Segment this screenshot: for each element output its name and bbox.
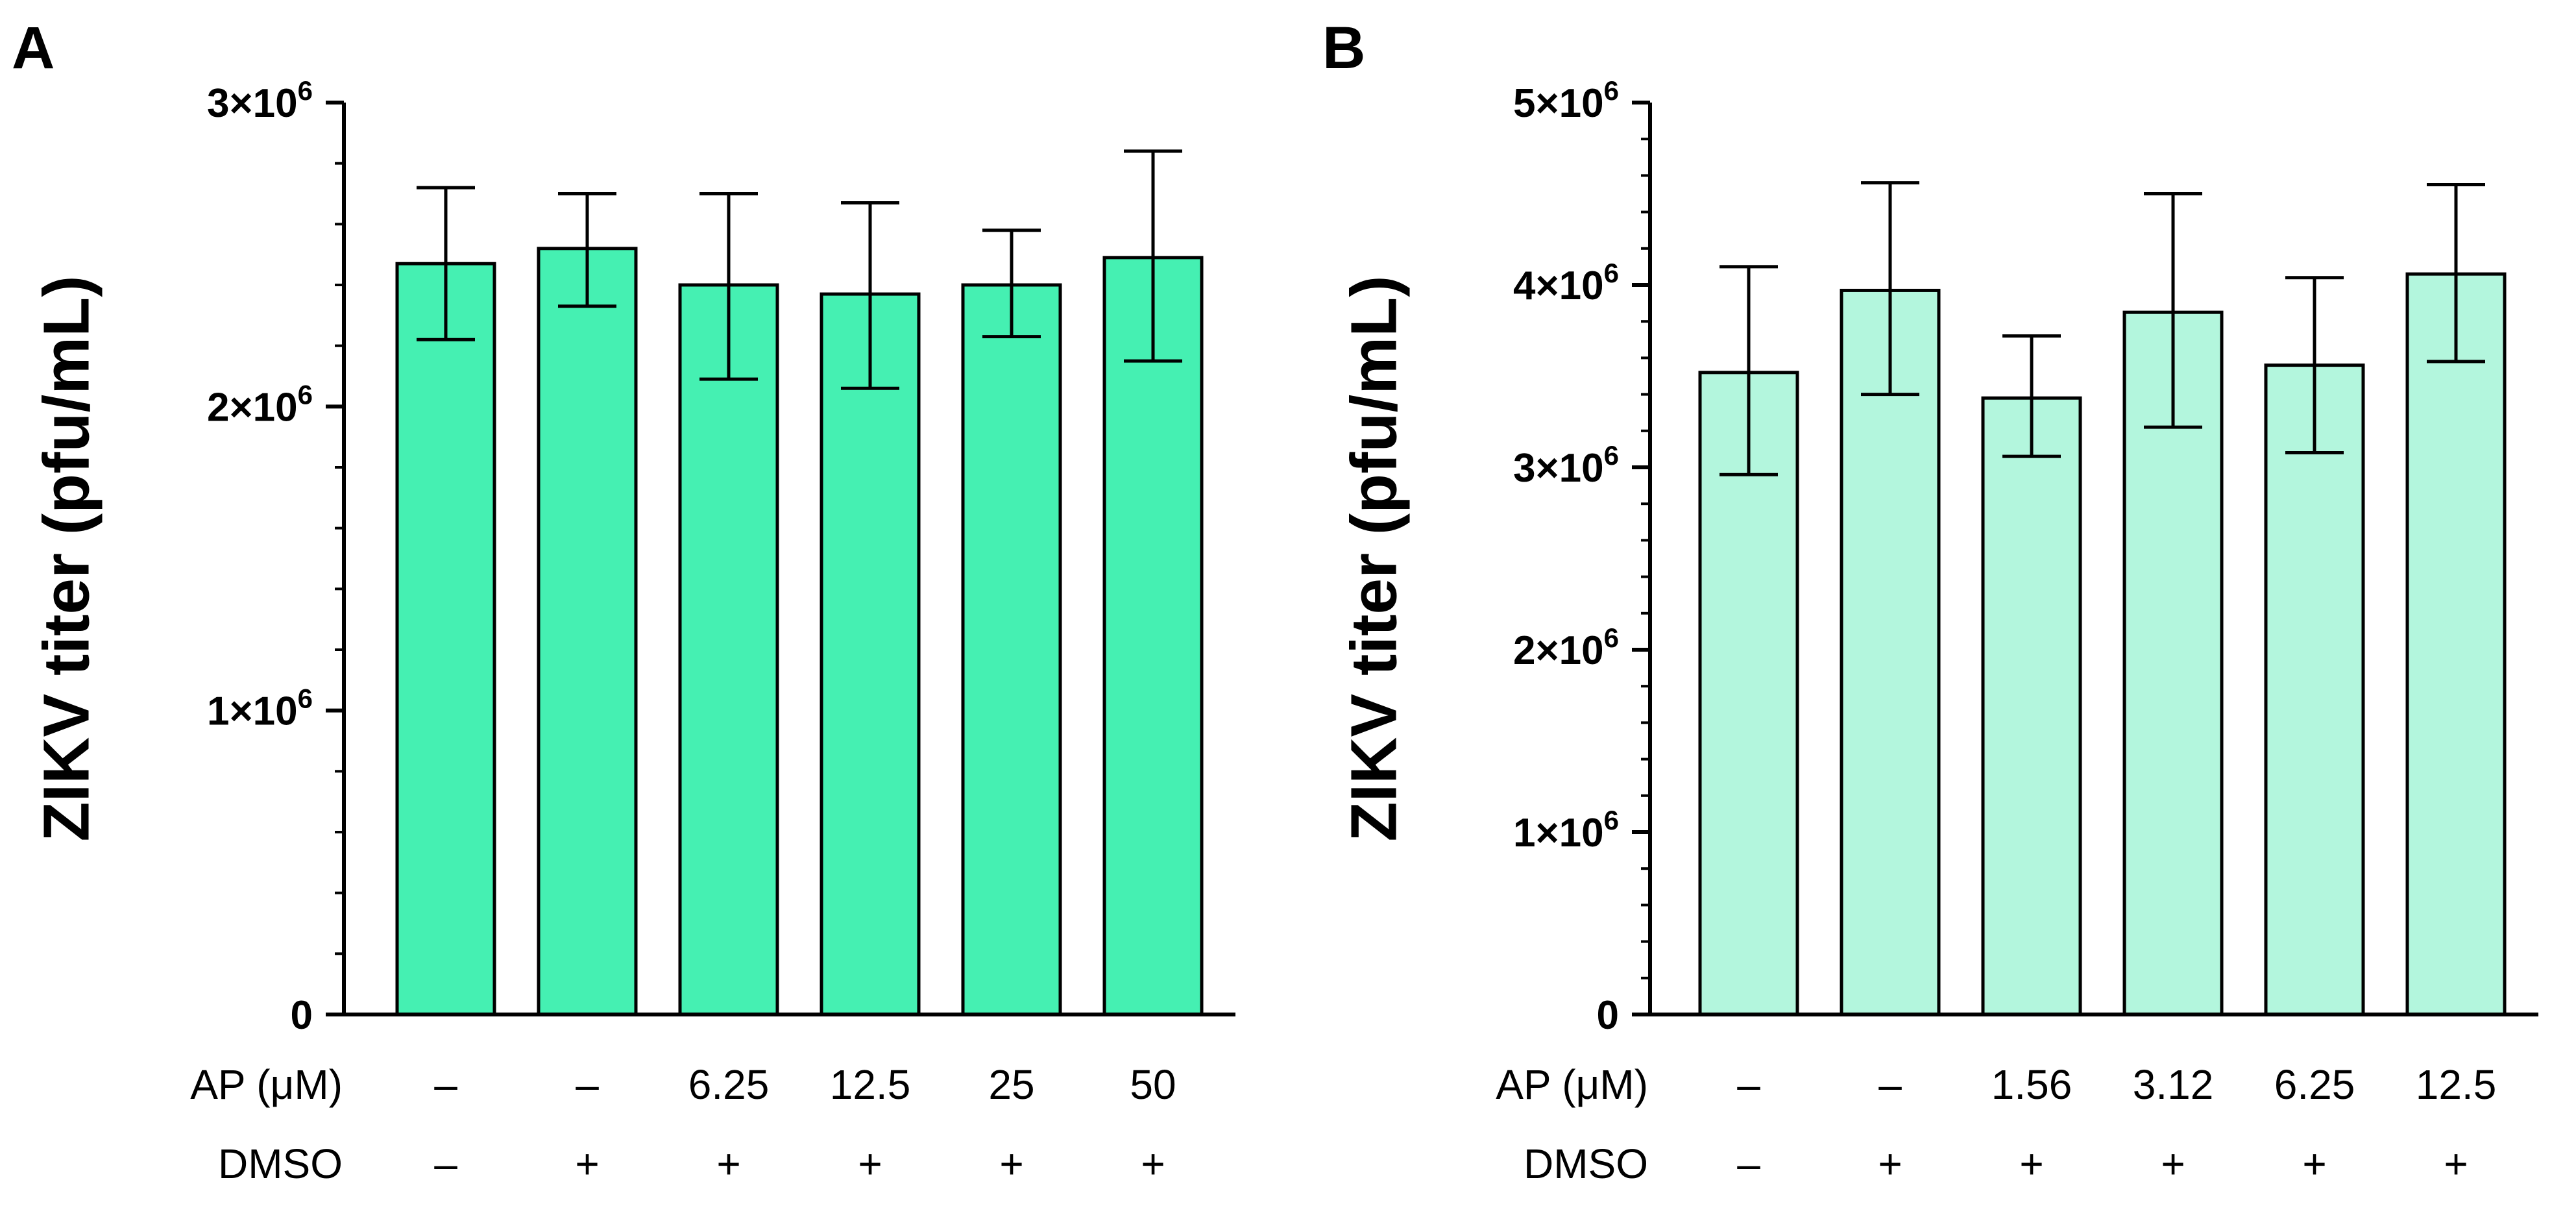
ap-label-1: –: [1737, 1061, 1760, 1108]
y-axis-label: ZIKV titer (pfu/mL): [30, 275, 103, 841]
bar-1: [395, 262, 496, 1016]
row-label-dmso: DMSO: [218, 1140, 343, 1187]
bar-6: [2405, 272, 2507, 1016]
ap-label-2: –: [576, 1061, 599, 1108]
dmso-label-6: +: [1141, 1140, 1165, 1187]
ap-label-2: –: [1878, 1061, 1902, 1108]
dmso-label-5: +: [2302, 1140, 2326, 1187]
ap-label-4: 3.12: [2133, 1061, 2214, 1108]
dmso-label-2: +: [575, 1140, 599, 1187]
ap-label-1: –: [434, 1061, 457, 1108]
error-bar-5: [2285, 276, 2344, 455]
ap-label-4: 12.5: [830, 1061, 911, 1108]
ap-label-3: 1.56: [1991, 1061, 2072, 1108]
y-tick-label-2: 2×106: [207, 379, 313, 430]
error-bar-2: [558, 192, 616, 308]
dmso-label-2: +: [1878, 1140, 1902, 1187]
y-tick-label-3: 3×106: [207, 75, 313, 126]
error-bar-1: [417, 186, 475, 341]
ap-label-6: 12.5: [2416, 1061, 2497, 1108]
y-tick-label-0: 0: [291, 993, 313, 1038]
y-tick-label-0: 0: [1597, 993, 1619, 1038]
error-bar-1: [1719, 265, 1778, 476]
dmso-label-4: +: [858, 1140, 882, 1187]
bar-2: [1840, 288, 1941, 1016]
y-tick-label-3: 3×106: [1513, 440, 1619, 491]
panel-letter: B: [1322, 15, 1365, 81]
error-bar-4: [841, 201, 899, 390]
dmso-label-3: +: [2019, 1140, 2043, 1187]
bar-3: [678, 283, 779, 1016]
error-bar-5: [982, 228, 1041, 339]
y-tick-label-1: 1×106: [207, 683, 313, 734]
row-label-ap: AP (μM): [1496, 1061, 1648, 1108]
ap-label-3: 6.25: [688, 1061, 770, 1108]
ap-label-5: 25: [988, 1061, 1034, 1108]
bar-2: [537, 247, 638, 1016]
bar-3: [1981, 396, 2082, 1016]
dmso-label-4: +: [2161, 1140, 2185, 1187]
error-bar-3: [2002, 334, 2061, 458]
bar-6: [1102, 256, 1204, 1016]
panel-letter: A: [12, 15, 55, 81]
dmso-label-6: +: [2444, 1140, 2468, 1187]
error-bar-6: [1124, 149, 1182, 363]
row-label-dmso: DMSO: [1524, 1140, 1648, 1187]
dmso-label-3: +: [716, 1140, 740, 1187]
y-tick-label-4: 4×106: [1513, 258, 1619, 308]
error-bar-4: [2144, 192, 2202, 429]
dmso-label-1: –: [1737, 1140, 1760, 1187]
ap-label-6: 50: [1130, 1061, 1176, 1108]
y-tick-label-1: 1×106: [1513, 805, 1619, 855]
row-label-ap: AP (μM): [190, 1061, 343, 1108]
bar-5: [2264, 363, 2365, 1016]
y-axis-label: ZIKV titer (pfu/mL): [1337, 275, 1410, 841]
panel-a: A ZIKV titer (pfu/mL) – – – +6.25 +12.5 +25 +50 +…: [12, 15, 1235, 1187]
bar-4: [820, 292, 921, 1016]
error-bar-2: [1861, 181, 1919, 397]
dmso-label-5: +: [999, 1140, 1023, 1187]
error-bar-3: [699, 192, 758, 381]
ap-label-5: 6.25: [2274, 1061, 2355, 1108]
bar-5: [961, 283, 1062, 1016]
error-bar-6: [2427, 182, 2485, 363]
y-tick-label-5: 5×106: [1513, 75, 1619, 126]
dmso-label-1: –: [434, 1140, 457, 1187]
panel-b: B ZIKV titer (pfu/mL) – – – +1.56 +3.12 +6.25 +1…: [1322, 15, 2538, 1187]
y-tick-label-2: 2×106: [1513, 622, 1619, 673]
